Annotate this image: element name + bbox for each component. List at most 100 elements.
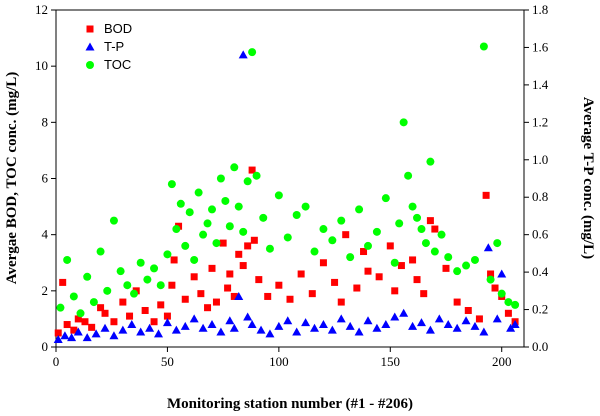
point-toc [176, 199, 185, 208]
point-bod [63, 321, 71, 329]
point-bod [331, 278, 339, 286]
legend-item: TOC [86, 57, 131, 72]
point-toc [337, 216, 346, 225]
point-bod [475, 315, 483, 323]
point-t-p [53, 335, 63, 344]
y-right-tick-label: 0.6 [532, 227, 549, 242]
point-toc [136, 258, 145, 267]
point-bod [141, 306, 149, 314]
series-layer [53, 42, 520, 344]
point-bod [275, 281, 283, 289]
point-t-p [225, 316, 235, 325]
point-t-p [461, 316, 471, 325]
point-bod [413, 276, 421, 284]
point-t-p [479, 327, 489, 336]
point-t-p [390, 312, 400, 321]
point-t-p [363, 316, 373, 325]
point-toc [417, 225, 426, 234]
point-bod [81, 318, 89, 326]
y-right-tick-label: 1.6 [532, 39, 549, 54]
y-right-tick-label: 1.0 [532, 152, 548, 167]
point-bod [491, 284, 499, 292]
point-t-p [109, 331, 119, 340]
point-toc [497, 289, 506, 298]
y-right-axis-ticks: 0.0 0.2 0.4 0.6 0.8 1.0 1.2 1.4 1.6 1.8 [524, 2, 549, 354]
point-bod [212, 298, 220, 306]
series-toc [56, 42, 520, 318]
point-bod [464, 306, 472, 314]
point-bod [235, 250, 243, 258]
point-toc [479, 42, 488, 51]
x-axis-ticks: 0 50 100 150 200 [53, 347, 512, 369]
point-bod [391, 287, 399, 295]
point-t-p [372, 323, 382, 332]
point-bod [163, 312, 171, 320]
x-tick-label: 100 [269, 354, 289, 369]
point-toc [69, 292, 78, 301]
point-toc [143, 275, 152, 284]
point-toc [283, 233, 292, 242]
point-t-p [238, 50, 248, 59]
point-bod [224, 284, 232, 292]
point-t-p [408, 321, 418, 330]
point-toc [225, 222, 234, 231]
point-bod [190, 273, 198, 281]
point-t-p [483, 243, 493, 252]
y-right-tick-label: 1.8 [532, 2, 548, 17]
point-toc [395, 219, 404, 228]
y-left-axis-ticks: 0 2 4 6 8 10 12 [35, 2, 56, 354]
point-toc [504, 298, 513, 307]
point-t-p [60, 331, 70, 340]
point-toc [372, 227, 381, 236]
point-toc [116, 267, 125, 276]
x-tick-label: 200 [492, 354, 512, 369]
point-toc [216, 174, 225, 183]
point-toc [150, 264, 159, 273]
point-toc [212, 239, 221, 248]
point-toc [181, 241, 190, 250]
point-toc [123, 281, 132, 290]
point-bod [286, 295, 294, 303]
point-bod [181, 295, 189, 303]
point-t-p [497, 269, 507, 278]
point-bod [504, 309, 512, 317]
point-bod [110, 318, 118, 326]
point-bod [157, 301, 165, 309]
y-right-tick-label: 1.2 [532, 114, 548, 129]
point-toc [462, 261, 471, 270]
y-left-tick-label: 2 [42, 283, 49, 298]
point-bod [375, 273, 383, 281]
point-bod [54, 329, 62, 337]
point-toc [426, 157, 435, 166]
y-right-tick-label: 0.2 [532, 302, 548, 317]
point-bod [97, 304, 105, 312]
point-t-p [207, 320, 217, 329]
point-toc [301, 202, 310, 211]
point-bod [409, 256, 417, 264]
x-tick-label: 0 [53, 354, 60, 369]
point-bod [208, 264, 216, 272]
point-bod [308, 290, 316, 298]
x-tick-label: 50 [161, 354, 174, 369]
point-toc [319, 225, 328, 234]
point-toc [172, 225, 181, 234]
point-toc [444, 253, 453, 262]
point-t-p [310, 323, 320, 332]
point-toc [230, 163, 239, 172]
point-toc [156, 281, 165, 290]
point-toc [511, 300, 520, 309]
legend-item: BOD [86, 21, 132, 36]
point-toc [76, 309, 85, 318]
point-toc [328, 236, 337, 245]
point-bod [420, 290, 428, 298]
point-toc [421, 239, 430, 248]
point-t-p [171, 325, 181, 334]
point-toc [163, 250, 172, 259]
point-toc [364, 241, 372, 250]
point-t-p [283, 316, 293, 325]
point-bod [59, 278, 67, 286]
y-left-tick-label: 12 [35, 2, 48, 17]
point-t-p [381, 320, 391, 329]
point-bod [244, 242, 252, 250]
